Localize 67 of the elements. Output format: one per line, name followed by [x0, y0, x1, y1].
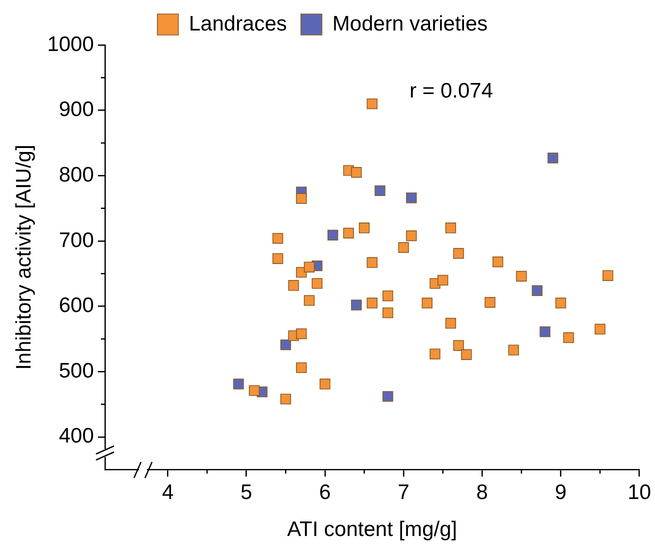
point	[398, 242, 409, 253]
point	[358, 222, 370, 234]
y-tick-label: 900	[58, 98, 94, 122]
point	[351, 167, 362, 178]
point	[296, 328, 307, 340]
point	[422, 298, 432, 308]
y-tick-label: 800	[58, 163, 94, 186]
legend-label: Modern varieties	[332, 12, 488, 36]
point	[563, 332, 574, 343]
point	[304, 262, 315, 272]
point	[233, 378, 244, 390]
point	[366, 257, 378, 268]
point	[484, 297, 496, 308]
point	[548, 152, 558, 164]
point	[366, 298, 378, 308]
point	[382, 391, 394, 402]
point	[327, 230, 338, 240]
point	[288, 280, 299, 291]
y-tick-label: 1000	[47, 32, 94, 56]
point	[382, 290, 394, 302]
x-axis-title: ATI content [mg/g]	[287, 518, 458, 542]
x-tick-label: 8	[476, 480, 488, 504]
point	[453, 248, 464, 259]
point	[272, 233, 284, 244]
point	[540, 326, 550, 338]
x-tick-label: 6	[319, 480, 331, 504]
point	[532, 285, 543, 296]
point	[492, 256, 504, 268]
point	[280, 339, 292, 350]
point	[374, 185, 386, 196]
x-tick-label: 7	[398, 480, 410, 504]
y-tick-label: 700	[58, 228, 94, 252]
point	[602, 270, 614, 281]
point	[594, 324, 606, 335]
point	[555, 298, 566, 308]
x-tick-label: 5	[240, 480, 252, 504]
x-tick-label: 10	[628, 480, 651, 504]
point	[382, 307, 394, 318]
point	[508, 344, 519, 356]
point	[296, 362, 307, 374]
legend-label: Landraces	[188, 12, 287, 36]
point	[453, 340, 464, 351]
point	[445, 318, 456, 329]
point	[351, 300, 362, 310]
point	[438, 274, 448, 286]
point	[296, 193, 307, 204]
y-tick-label: 500	[58, 359, 94, 382]
point	[516, 270, 527, 282]
point	[280, 394, 292, 404]
point	[366, 98, 378, 110]
point	[406, 192, 417, 204]
point	[445, 222, 456, 234]
point	[406, 230, 417, 242]
point	[320, 378, 330, 390]
x-tick-label: 9	[554, 480, 567, 504]
y-tick-label: 400	[58, 424, 94, 448]
point	[461, 349, 472, 360]
point	[312, 278, 322, 289]
point	[248, 385, 260, 396]
x-tick-label: 4	[162, 480, 174, 504]
point	[304, 295, 315, 306]
annotation: r = 0.074	[410, 80, 494, 103]
point	[343, 228, 354, 238]
y-axis-title: Inhibitory activity [AIU/g]	[12, 144, 36, 370]
y-tick-label: 600	[58, 294, 94, 318]
point	[272, 253, 284, 264]
point	[430, 348, 440, 360]
